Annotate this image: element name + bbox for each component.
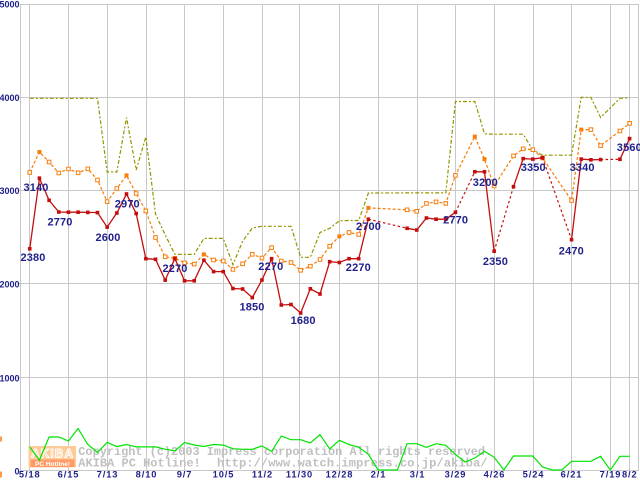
svg-text:2600: 2600 bbox=[96, 232, 121, 244]
svg-text:9/7: 9/7 bbox=[177, 469, 193, 479]
svg-text:11/30: 11/30 bbox=[286, 469, 313, 479]
svg-text:12/28: 12/28 bbox=[326, 469, 354, 479]
svg-text:10/5: 10/5 bbox=[213, 469, 235, 479]
svg-text:2970: 2970 bbox=[115, 199, 140, 211]
svg-text:3/29: 3/29 bbox=[445, 469, 467, 479]
svg-text:3140: 3140 bbox=[24, 182, 49, 194]
svg-text:2470: 2470 bbox=[559, 245, 584, 257]
svg-text:2700: 2700 bbox=[356, 221, 381, 233]
svg-text:2/1: 2/1 bbox=[371, 469, 387, 479]
svg-text:6/15: 6/15 bbox=[58, 469, 80, 479]
svg-text:5/24: 5/24 bbox=[523, 469, 545, 479]
svg-text:1000: 1000 bbox=[0, 373, 20, 383]
svg-text:AKIBA: AKIBA bbox=[31, 447, 74, 461]
svg-text:4/26: 4/26 bbox=[484, 469, 506, 479]
svg-text:8/10: 8/10 bbox=[136, 469, 158, 479]
svg-text:3/1: 3/1 bbox=[410, 469, 426, 479]
svg-text:2380: 2380 bbox=[21, 252, 46, 264]
svg-text:3350: 3350 bbox=[521, 162, 546, 174]
svg-text:1680: 1680 bbox=[291, 315, 316, 327]
svg-text:AKIBA PC Hotline!: AKIBA PC Hotline! bbox=[78, 456, 200, 470]
svg-text:5000: 5000 bbox=[0, 0, 20, 10]
svg-text:PC Hotline!: PC Hotline! bbox=[35, 461, 70, 468]
svg-text:7/13: 7/13 bbox=[97, 469, 119, 479]
svg-text:http://www.watch.impress.co.jp: http://www.watch.impress.co.jp/akiba/ bbox=[217, 456, 488, 470]
svg-text:3340: 3340 bbox=[570, 162, 595, 174]
svg-text:1850: 1850 bbox=[240, 301, 265, 313]
svg-text:4000: 4000 bbox=[0, 93, 20, 103]
svg-text:2270: 2270 bbox=[163, 263, 188, 275]
svg-text:11/2: 11/2 bbox=[252, 469, 273, 479]
svg-text:2350: 2350 bbox=[483, 256, 508, 268]
svg-text:3000: 3000 bbox=[0, 186, 20, 196]
svg-text:2770: 2770 bbox=[48, 217, 73, 229]
svg-text:5/18: 5/18 bbox=[19, 469, 41, 479]
svg-text:2770: 2770 bbox=[443, 214, 468, 226]
svg-text:7/19: 7/19 bbox=[600, 469, 622, 479]
svg-text:3560: 3560 bbox=[617, 142, 640, 154]
svg-text:6/21: 6/21 bbox=[561, 469, 583, 479]
svg-text:2270: 2270 bbox=[258, 261, 283, 273]
svg-text:Copyright (c)2003 Impress corp: Copyright (c)2003 Impress corporation Al… bbox=[78, 445, 492, 459]
svg-text:0: 0 bbox=[14, 466, 19, 476]
svg-text:8/2: 8/2 bbox=[622, 470, 638, 480]
svg-text:3200: 3200 bbox=[473, 177, 498, 189]
svg-text:2270: 2270 bbox=[346, 262, 371, 274]
svg-text:2000: 2000 bbox=[0, 280, 20, 290]
